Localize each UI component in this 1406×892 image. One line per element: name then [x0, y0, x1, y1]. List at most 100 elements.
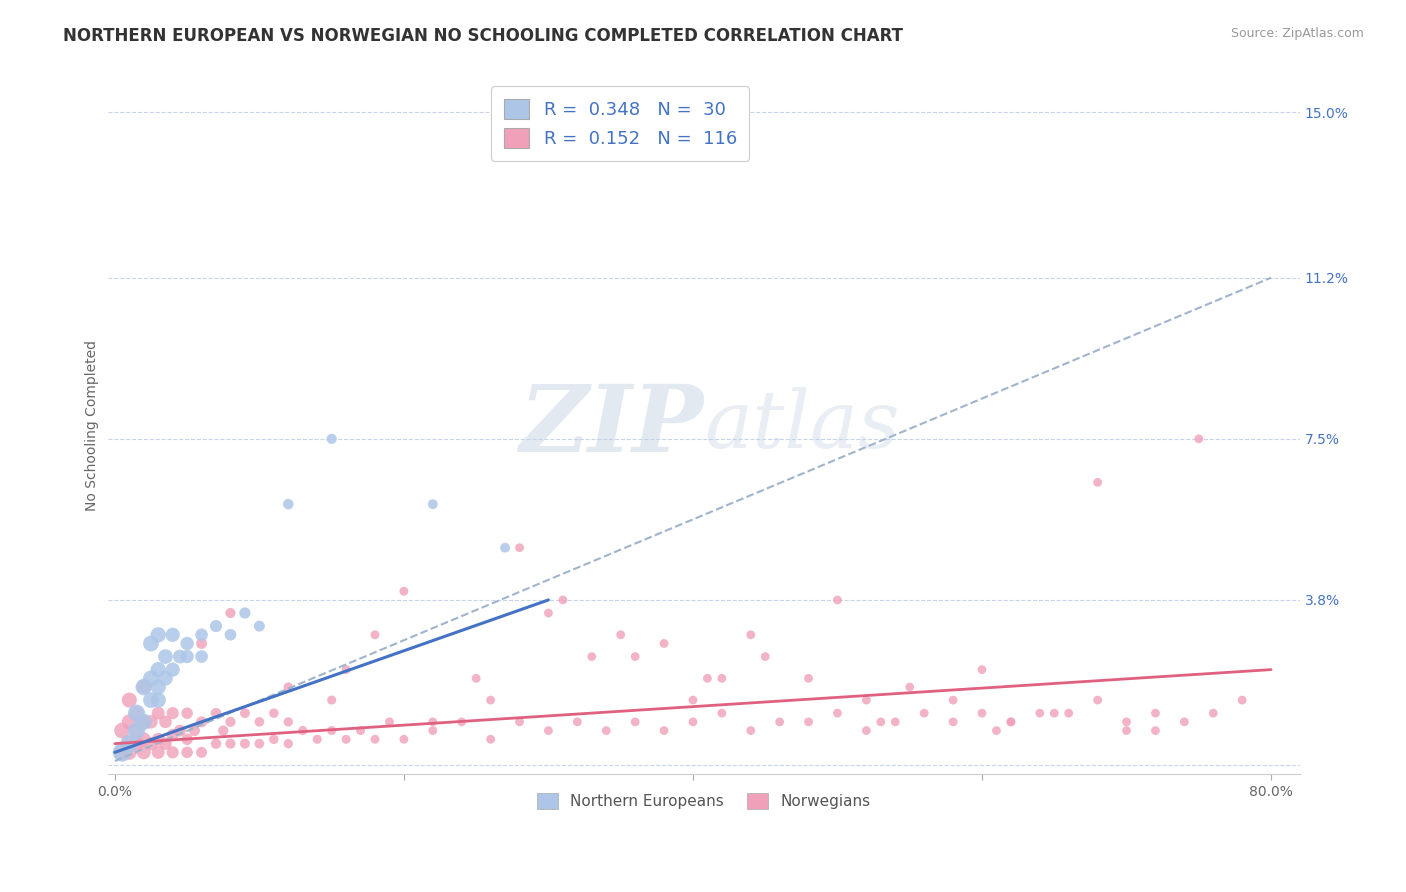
Point — [132, 680, 155, 694]
Point — [551, 593, 574, 607]
Point — [509, 541, 531, 555]
Point — [321, 432, 343, 446]
Point — [970, 706, 993, 721]
Point — [335, 732, 357, 747]
Legend: Northern Europeans, Norwegians: Northern Europeans, Norwegians — [530, 787, 877, 815]
Point — [162, 663, 184, 677]
Point — [479, 732, 502, 747]
Point — [139, 714, 162, 729]
Point — [148, 628, 170, 642]
Point — [364, 628, 387, 642]
Point — [970, 663, 993, 677]
Point — [277, 680, 299, 694]
Point — [1144, 723, 1167, 738]
Point — [162, 706, 184, 721]
Point — [797, 671, 820, 685]
Point — [111, 745, 134, 759]
Point — [176, 649, 198, 664]
Point — [132, 680, 155, 694]
Point — [494, 541, 516, 555]
Point — [118, 737, 141, 751]
Point — [422, 723, 444, 738]
Point — [378, 714, 401, 729]
Point — [537, 606, 560, 620]
Point — [827, 706, 849, 721]
Point — [912, 706, 935, 721]
Point — [652, 723, 675, 738]
Point — [710, 671, 733, 685]
Point — [682, 714, 704, 729]
Point — [247, 619, 270, 633]
Point — [1057, 706, 1080, 721]
Point — [190, 636, 212, 650]
Point — [392, 584, 415, 599]
Point — [652, 636, 675, 650]
Point — [277, 737, 299, 751]
Point — [162, 745, 184, 759]
Point — [148, 732, 170, 747]
Point — [1043, 706, 1066, 721]
Point — [155, 737, 177, 751]
Point — [125, 706, 148, 721]
Point — [125, 737, 148, 751]
Point — [942, 693, 965, 707]
Point — [465, 671, 488, 685]
Point — [212, 723, 235, 738]
Point — [139, 737, 162, 751]
Point — [148, 745, 170, 759]
Point — [349, 723, 371, 738]
Point — [884, 714, 907, 729]
Point — [537, 723, 560, 738]
Point — [1087, 693, 1109, 707]
Point — [125, 723, 148, 738]
Point — [869, 714, 891, 729]
Point — [263, 706, 285, 721]
Point — [740, 723, 762, 738]
Point — [233, 606, 256, 620]
Point — [155, 649, 177, 664]
Point — [609, 628, 631, 642]
Point — [1115, 723, 1137, 738]
Point — [624, 649, 647, 664]
Point — [111, 723, 134, 738]
Point — [263, 732, 285, 747]
Point — [125, 706, 148, 721]
Point — [942, 714, 965, 729]
Point — [118, 745, 141, 759]
Point — [176, 706, 198, 721]
Point — [335, 663, 357, 677]
Point — [125, 723, 148, 738]
Point — [247, 714, 270, 729]
Point — [1173, 714, 1195, 729]
Point — [148, 680, 170, 694]
Point — [855, 693, 877, 707]
Point — [1000, 714, 1022, 729]
Point — [176, 745, 198, 759]
Point — [898, 680, 921, 694]
Point — [155, 714, 177, 729]
Point — [710, 706, 733, 721]
Point — [205, 619, 228, 633]
Point — [986, 723, 1008, 738]
Point — [162, 728, 184, 742]
Point — [233, 706, 256, 721]
Point — [118, 737, 141, 751]
Point — [392, 732, 415, 747]
Point — [1087, 475, 1109, 490]
Point — [169, 723, 191, 738]
Point — [155, 671, 177, 685]
Point — [595, 723, 617, 738]
Point — [233, 737, 256, 751]
Point — [118, 714, 141, 729]
Point — [139, 693, 162, 707]
Point — [277, 497, 299, 511]
Point — [509, 714, 531, 729]
Point — [190, 628, 212, 642]
Point — [682, 693, 704, 707]
Text: ZIP: ZIP — [520, 381, 704, 471]
Point — [176, 732, 198, 747]
Point — [132, 732, 155, 747]
Point — [190, 649, 212, 664]
Point — [219, 714, 242, 729]
Point — [1000, 714, 1022, 729]
